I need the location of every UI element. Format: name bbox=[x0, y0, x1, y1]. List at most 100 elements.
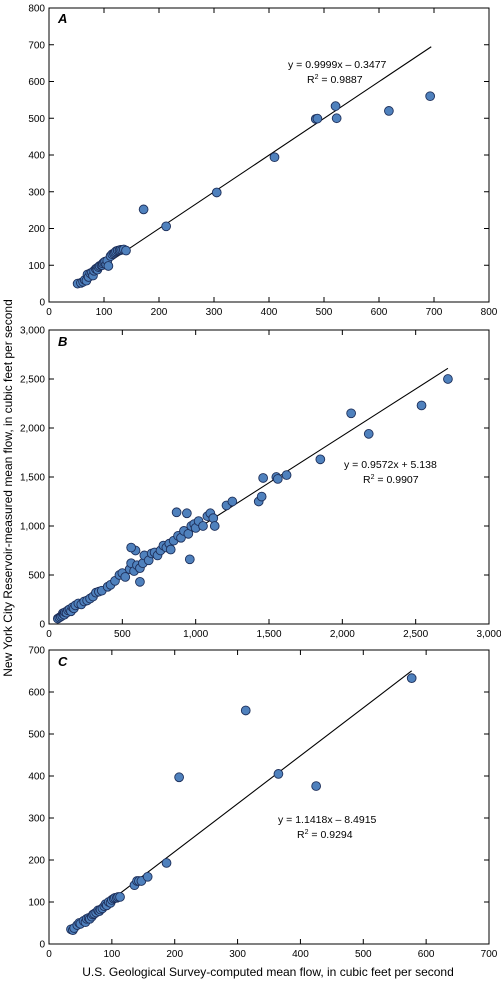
x-tick-label: 2,500 bbox=[403, 629, 428, 640]
data-point bbox=[312, 113, 323, 124]
x-tick-label: 1,500 bbox=[256, 629, 281, 640]
data-point bbox=[208, 513, 219, 524]
y-tick-label: 200 bbox=[28, 224, 45, 235]
data-point bbox=[406, 673, 417, 683]
data-point bbox=[425, 91, 436, 102]
data-point bbox=[273, 769, 284, 779]
data-point bbox=[142, 871, 153, 882]
data-point bbox=[174, 772, 184, 783]
data-point bbox=[384, 106, 394, 116]
y-tick-label: 1,000 bbox=[20, 522, 45, 533]
data-point bbox=[165, 544, 176, 555]
x-tick-label: 500 bbox=[114, 629, 131, 640]
data-point bbox=[115, 892, 125, 902]
y-axis-title: New York City Reservoir-measured mean fl… bbox=[1, 299, 15, 677]
r-squared-label: R2 = 0.9887 bbox=[307, 74, 363, 86]
y-tick-label: 2,500 bbox=[20, 375, 45, 386]
data-point bbox=[346, 408, 356, 419]
x-axis-title: U.S. Geological Survey-computed mean flo… bbox=[82, 965, 454, 979]
data-point bbox=[121, 245, 131, 256]
x-tick-label: 600 bbox=[418, 949, 435, 960]
data-point bbox=[330, 101, 341, 111]
data-point bbox=[161, 858, 172, 868]
x-tick-label: 2,000 bbox=[330, 629, 355, 640]
data-point bbox=[182, 508, 192, 519]
y-tick-label: 0 bbox=[39, 298, 45, 309]
data-point bbox=[103, 261, 114, 271]
data-point bbox=[198, 521, 208, 531]
y-tick-label: 2,000 bbox=[20, 424, 45, 435]
y-tick-label: 500 bbox=[28, 730, 45, 741]
y-tick-label: 0 bbox=[39, 620, 45, 631]
y-tick-label: 500 bbox=[28, 571, 45, 582]
x-tick-label: 400 bbox=[292, 949, 309, 960]
x-tick-label: 200 bbox=[166, 949, 183, 960]
x-tick-label: 800 bbox=[481, 307, 498, 318]
y-tick-label: 400 bbox=[28, 772, 45, 783]
regression-line bbox=[75, 46, 432, 285]
data-point bbox=[240, 705, 251, 716]
y-tick-label: 200 bbox=[28, 856, 45, 867]
data-point bbox=[126, 542, 136, 553]
y-tick-label: 3,000 bbox=[20, 326, 45, 337]
data-point bbox=[416, 400, 427, 411]
x-tick-label: 0 bbox=[46, 949, 52, 960]
data-point bbox=[184, 554, 195, 565]
regression-equation: y = 0.9572x + 5.138 bbox=[344, 459, 437, 471]
data-point bbox=[227, 496, 238, 507]
data-point bbox=[256, 491, 267, 502]
data-point bbox=[272, 474, 283, 484]
y-tick-label: 1,500 bbox=[20, 473, 45, 484]
x-tick-label: 400 bbox=[261, 307, 278, 318]
panel-c: 0 100 200 300 400 500 600 700 0 100 200 300 400 500 60… bbox=[28, 646, 497, 961]
regression-equation: y = 1.1418x – 8.4915 bbox=[278, 814, 377, 826]
panel-letter: C bbox=[58, 654, 68, 669]
data-point bbox=[331, 113, 342, 124]
y-tick-label: 100 bbox=[28, 898, 45, 909]
x-tick-label: 0 bbox=[46, 629, 52, 640]
y-tick-label: 700 bbox=[28, 40, 45, 51]
data-point bbox=[171, 507, 182, 518]
y-tick-label: 300 bbox=[28, 814, 45, 825]
data-point bbox=[443, 374, 453, 384]
panel-a: 0 100 200 300 400 500 600 700 800 0 100 200 300 400 50… bbox=[28, 4, 497, 319]
data-point bbox=[138, 204, 149, 215]
x-tick-label: 600 bbox=[371, 307, 388, 318]
data-point bbox=[211, 187, 222, 198]
x-tick-label: 3,000 bbox=[476, 629, 501, 640]
x-tick-label: 100 bbox=[96, 307, 113, 318]
regression-equation: y = 0.9999x – 0.3477 bbox=[288, 59, 387, 71]
x-tick-label: 100 bbox=[104, 949, 121, 960]
data-point bbox=[281, 470, 292, 480]
data-point bbox=[135, 577, 145, 587]
data-point bbox=[311, 781, 321, 791]
x-tick-label: 500 bbox=[355, 949, 372, 960]
data-point bbox=[269, 152, 280, 163]
y-tick-label: 800 bbox=[28, 4, 45, 15]
panel-b: 0 500 1,000 1,500 2,000 2,500 3,000 0 500 1,000 1,… bbox=[20, 326, 501, 641]
y-tick-label: 300 bbox=[28, 187, 45, 198]
panel-letter: A bbox=[57, 11, 67, 26]
x-tick-label: 700 bbox=[481, 949, 498, 960]
x-tick-label: 500 bbox=[316, 307, 333, 318]
x-tick-label: 200 bbox=[151, 307, 168, 318]
data-point bbox=[363, 429, 374, 439]
x-tick-label: 700 bbox=[426, 307, 443, 318]
plot-frame bbox=[48, 649, 490, 945]
data-point bbox=[258, 473, 268, 483]
y-tick-label: 0 bbox=[39, 940, 45, 951]
r-squared-label: R2 = 0.9907 bbox=[363, 474, 419, 486]
regression-line bbox=[69, 670, 413, 933]
y-tick-label: 400 bbox=[28, 151, 45, 162]
y-tick-label: 600 bbox=[28, 688, 45, 699]
chart-panels: 0 100 200 300 400 500 600 700 800 0 100 200 300 400 50… bbox=[20, 4, 501, 961]
panel-letter: B bbox=[58, 334, 67, 349]
y-tick-label: 700 bbox=[28, 646, 45, 657]
x-tick-label: 1,000 bbox=[183, 629, 208, 640]
y-tick-label: 600 bbox=[28, 77, 45, 88]
x-tick-label: 300 bbox=[206, 307, 223, 318]
data-point bbox=[209, 521, 220, 531]
r-squared-label: R2 = 0.9294 bbox=[297, 829, 353, 841]
data-point bbox=[315, 454, 326, 465]
